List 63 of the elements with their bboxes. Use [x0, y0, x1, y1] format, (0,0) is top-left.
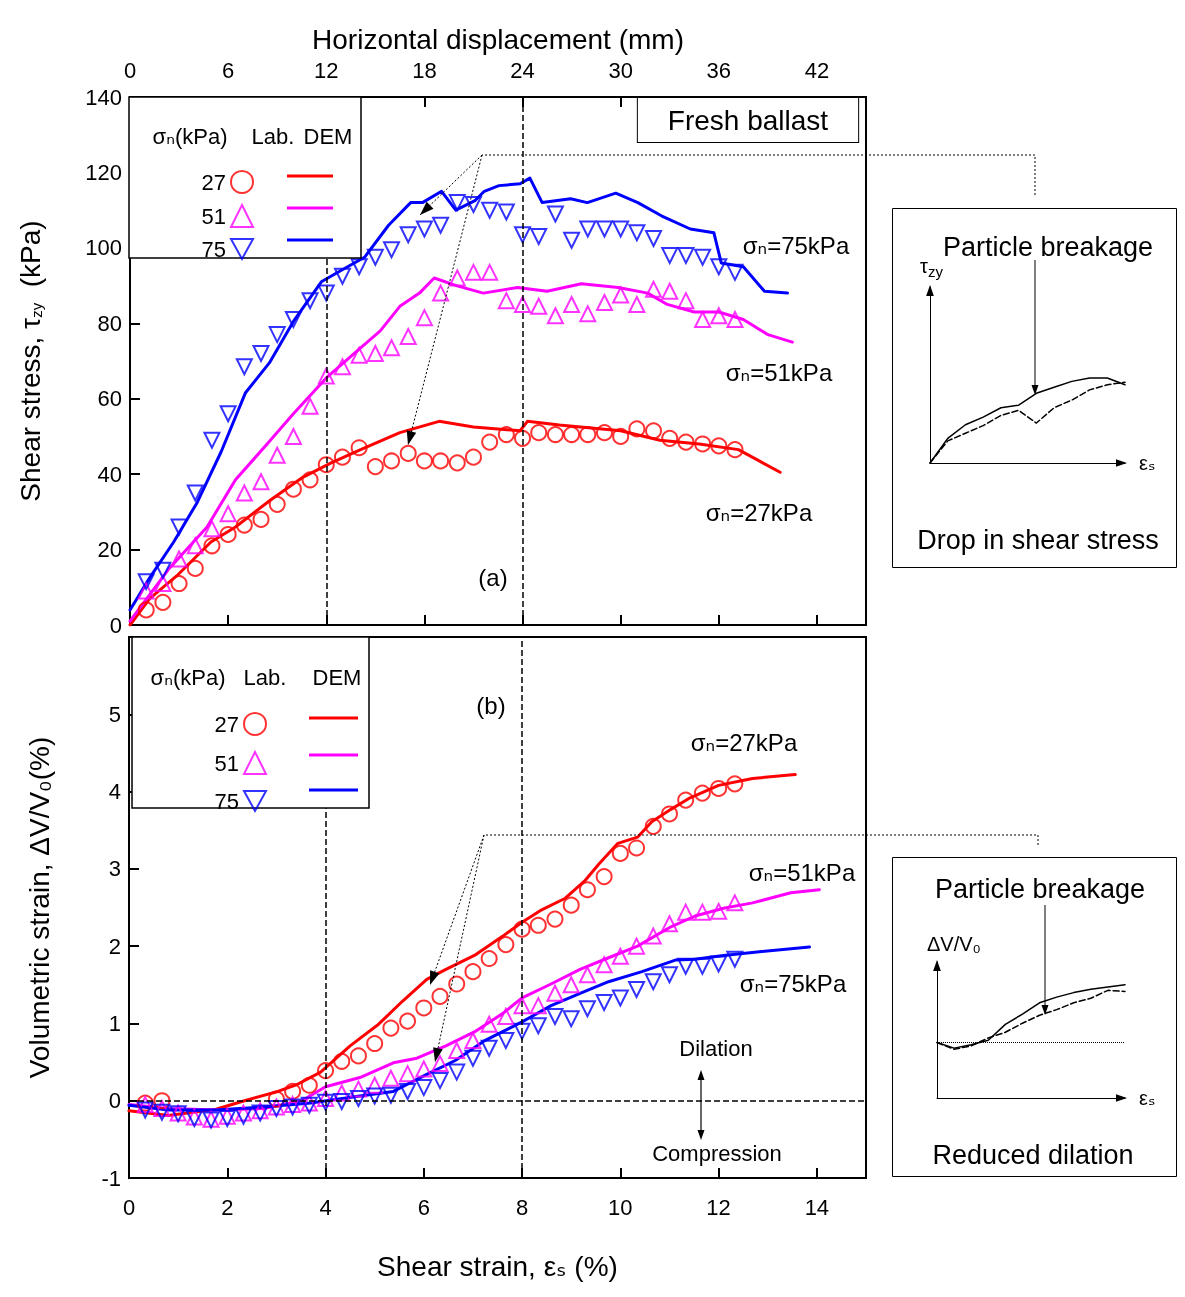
- y-tick-label: 0: [109, 612, 122, 638]
- annotation: Compression: [652, 1140, 782, 1166]
- annotation: σₙ=27kPa: [705, 498, 813, 526]
- x2-tick-label: 42: [804, 57, 830, 83]
- x2-tick-label: 12: [314, 57, 339, 83]
- x-tick-label: 2: [221, 1194, 234, 1220]
- legend-label: 75: [201, 236, 226, 262]
- y-tick-label: 140: [85, 84, 122, 110]
- x2-tick-label: 18: [412, 57, 437, 83]
- annotation: σₙ=75kPa: [742, 231, 850, 259]
- annotation: Lab.: [251, 123, 295, 149]
- x2-tick-label: 30: [608, 57, 633, 83]
- text: Drop in shear stress: [917, 525, 1159, 555]
- y-axis-title: Shear stress, τzy (kPa): [14, 220, 46, 502]
- x2-tick-label: 36: [706, 57, 732, 83]
- annotation: DEM: [303, 123, 353, 149]
- y-axis-title: ΔV/V₀: [927, 933, 981, 955]
- y-tick-label: 120: [85, 159, 122, 185]
- x-tick-label: 6: [417, 1194, 430, 1220]
- annotation: σₙ=51kPa: [748, 858, 856, 886]
- y-tick-label: 0: [108, 1088, 121, 1114]
- text: Reduced dilation: [932, 1140, 1134, 1170]
- y-tick-label: 5: [108, 701, 121, 727]
- legend-label: 27: [214, 711, 239, 737]
- y-axis-title: Volumetric strain, ΔV/V₀(%): [23, 736, 55, 1079]
- legend-label: 75: [214, 788, 239, 814]
- y-tick-label: -1: [101, 1165, 121, 1191]
- legend-label: 27: [201, 169, 226, 195]
- annotation: σₙ=75kPa: [739, 969, 847, 997]
- y-tick-label: 40: [97, 461, 122, 487]
- x-axis-title: εₛ: [1139, 1087, 1156, 1109]
- x-axis-title: εₛ: [1139, 452, 1156, 474]
- x-tick-label: 14: [804, 1194, 830, 1220]
- annotation: Dilation: [679, 1035, 753, 1061]
- x-tick-label: 8: [515, 1194, 529, 1220]
- chart-title: Particle breakage: [942, 232, 1154, 262]
- x-tick-label: 4: [319, 1194, 332, 1220]
- y-tick-label: 100: [85, 235, 122, 261]
- y-tick-label: 4: [108, 779, 121, 805]
- x2-tick-label: 6: [222, 57, 235, 83]
- x-axis-title: Shear strain, εₛ (%): [377, 1250, 618, 1282]
- legend-title: σₙ(kPa): [152, 123, 228, 149]
- y-tick-label: 80: [97, 310, 122, 336]
- x-tick-label: 12: [706, 1194, 731, 1220]
- legend-label: 51: [214, 750, 239, 776]
- y-tick-label: 20: [97, 537, 122, 563]
- y-tick-label: 2: [108, 933, 121, 959]
- legend-label: 51: [201, 203, 226, 229]
- x-tick-label: 10: [608, 1194, 633, 1220]
- annotation: (a): [478, 563, 508, 591]
- annotation: DEM: [312, 664, 362, 690]
- legend-title: σₙ(kPa): [150, 664, 226, 690]
- x2-tick-label: 24: [510, 57, 535, 83]
- annotation: Lab.: [243, 664, 287, 690]
- x2-axis-title: Horizontal displacement (mm): [312, 23, 684, 55]
- annotation: Fresh ballast: [667, 104, 829, 136]
- annotation: σₙ=51kPa: [725, 358, 833, 386]
- annotation: σₙ=27kPa: [690, 728, 798, 756]
- y-tick-label: 1: [108, 1010, 121, 1036]
- annotation: (b): [476, 691, 506, 719]
- y-tick-label: 3: [108, 856, 121, 882]
- y-tick-label: 60: [97, 386, 122, 412]
- chart-title: Particle breakage: [934, 874, 1146, 904]
